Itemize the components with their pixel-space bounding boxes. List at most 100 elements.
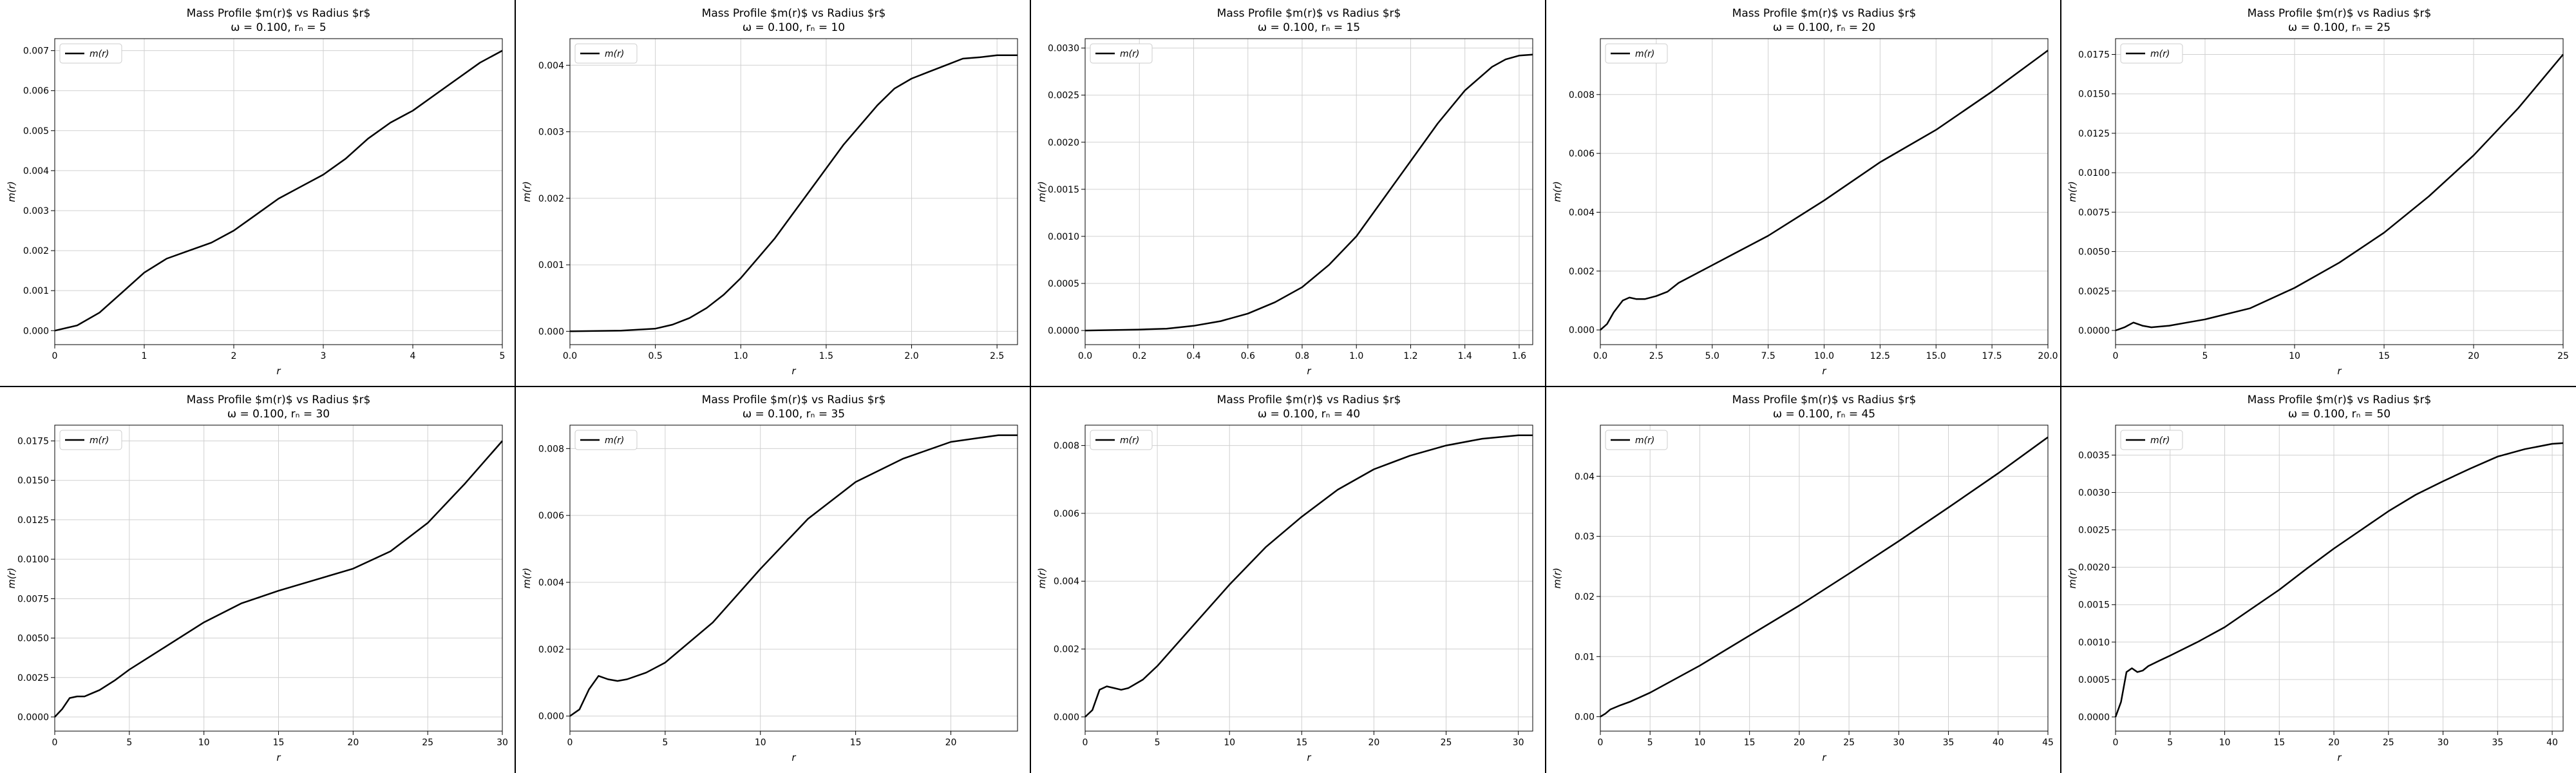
chart-panel: Mass Profile $m(r)$ vs Radius $r$ω = 0.1… [1551,7,2058,377]
series-line [2115,53,2564,332]
x-tick-label: 10 [2219,738,2231,748]
y-tick-label: 0.000 [23,326,49,336]
x-tick-label: 15 [2378,351,2390,361]
legend-box [1090,43,1153,64]
panel-divider-horizontal [0,386,2576,387]
y-tick-label: 0.0125 [2078,129,2110,139]
series-line [54,50,503,332]
x-tick-label: 0 [1598,738,1604,748]
x-axis-label: r [791,365,796,377]
x-axis-label: r [276,365,281,377]
y-tick-label: 0.0025 [1048,91,1079,101]
axes-frame [1084,425,1533,732]
y-axis-label: m(r) [1036,181,1048,202]
y-tick-label: 0.001 [538,260,564,271]
y-tick-label: 0.0015 [1048,185,1079,195]
y-tick-label: 0.0100 [17,555,49,565]
x-axis-label: r [2337,365,2342,377]
chart-subtitle: ω = 0.100, rₙ = 25 [2288,21,2391,34]
x-tick-label: 1.0 [734,351,748,361]
y-tick-label: 0.0030 [1048,44,1079,54]
y-axis-label: m(r) [1551,181,1563,202]
x-tick-label: 20 [1368,738,1379,748]
y-tick-label: 0.002 [538,645,564,655]
chart-title: Mass Profile $m(r)$ vs Radius $r$ [187,7,371,20]
y-axis-label: m(r) [2067,568,2078,588]
x-tick-label: 12.5 [1870,351,1890,361]
x-tick-label: 10.0 [1814,351,1834,361]
chart-subtitle: ω = 0.100, rₙ = 10 [743,21,845,34]
x-axis-label: r [1307,752,1311,763]
y-axis-label: m(r) [1036,568,1048,588]
x-tick-label: 0 [52,738,58,748]
x-tick-label: 1.4 [1458,351,1472,361]
legend: m(r) [574,43,638,64]
x-tick-label: 30 [1893,738,1904,748]
x-tick-label: 10 [198,738,210,748]
x-axis-label: r [2337,752,2342,763]
legend-label: m(r) [1120,435,1139,446]
chart-panel: Mass Profile $m(r)$ vs Radius $r$ω = 0.1… [1551,394,2054,763]
legend-label: m(r) [605,435,624,446]
axes-frame [1084,38,1533,345]
x-tick-label: 0 [52,351,58,361]
x-tick-label: 1 [142,351,147,361]
y-tick-label: 0.004 [1054,577,1079,587]
legend: m(r) [2120,43,2183,64]
legend-box [2120,430,2183,450]
y-tick-label: 0.0005 [2078,675,2110,685]
chart-title: Mass Profile $m(r)$ vs Radius $r$ [187,394,371,406]
y-tick-label: 0.007 [23,46,49,57]
y-tick-label: 0.008 [1054,441,1079,452]
y-tick-label: 0.0000 [1048,326,1079,336]
y-tick-label: 0.003 [23,206,49,216]
x-tick-label: 20 [2468,351,2479,361]
x-tick-label: 15.0 [1926,351,1946,361]
legend: m(r) [1090,430,1153,450]
x-tick-label: 0 [2113,351,2119,361]
legend-label: m(r) [2150,435,2170,446]
x-tick-label: 5 [126,738,132,748]
x-tick-label: 0.5 [649,351,663,361]
chart-panel: Mass Profile $m(r)$ vs Radius $r$ω = 0.1… [1036,7,1533,377]
x-tick-label: 5 [662,738,668,748]
chart-title: Mass Profile $m(r)$ vs Radius $r$ [1732,7,1917,20]
x-tick-label: 35 [2492,738,2503,748]
axes-frame [569,38,1018,345]
x-tick-label: 20 [347,738,359,748]
x-tick-label: 0.4 [1186,351,1200,361]
series-line [54,440,503,718]
x-tick-label: 4 [410,351,416,361]
x-tick-label: 0 [2113,738,2119,748]
x-tick-label: 15 [850,738,862,748]
chart-panel: Mass Profile $m(r)$ vs Radius $r$ω = 0.1… [2067,394,2564,763]
y-tick-label: 0.001 [23,286,49,296]
x-tick-label: 0.0 [563,351,577,361]
legend-label: m(r) [1635,49,1654,59]
y-tick-label: 0.004 [23,166,49,177]
y-tick-label: 0.0035 [2078,450,2110,461]
y-tick-label: 0.008 [1569,90,1595,100]
chart-panel: Mass Profile $m(r)$ vs Radius $r$ ω = 0.1… [6,394,508,763]
chart-title: Mass Profile $m(r)$ vs Radius $r$ [2248,394,2432,406]
y-tick-label: 0.004 [538,578,564,588]
chart-subtitle: ω = 0.100, rₙ = 5 [231,21,326,34]
chart-subtitle: ω = 0.100, rₙ = 30 [227,408,330,421]
x-tick-label: 20 [945,738,957,748]
x-tick-label: 2 [231,351,237,361]
y-tick-label: 0.0005 [1048,279,1079,289]
series-line [569,434,1018,717]
x-tick-label: 5 [2202,351,2208,361]
series-line [569,54,1018,332]
x-tick-label: 5.0 [1705,351,1719,361]
x-axis-label: r [1822,365,1826,377]
legend-label: m(r) [2150,49,2170,59]
x-tick-label: 30 [1513,738,1524,748]
y-axis-label: m(r) [1551,568,1563,588]
y-tick-label: 0.0150 [17,476,49,486]
y-tick-label: 0.0030 [2078,488,2110,499]
y-tick-label: 0.0025 [17,673,49,683]
legend-box [1605,43,1668,64]
y-tick-label: 0.0125 [17,515,49,526]
